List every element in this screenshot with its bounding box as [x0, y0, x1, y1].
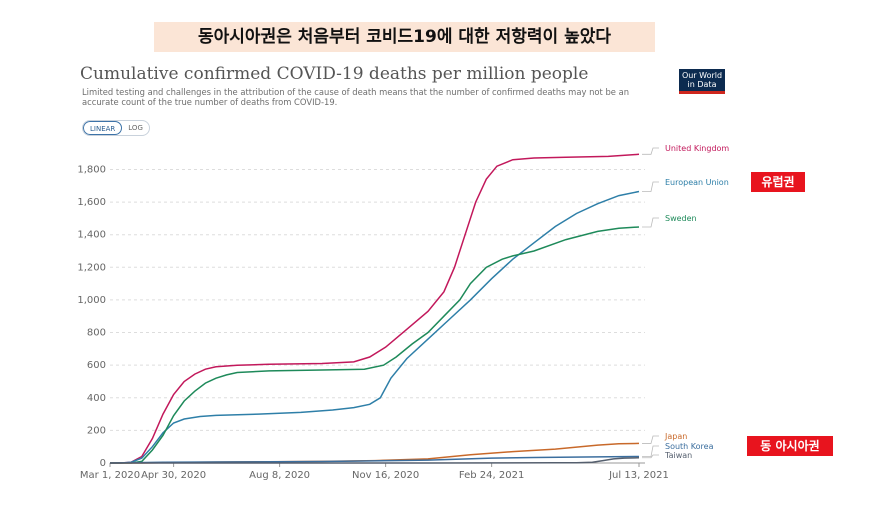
logo-line-2: in Data: [687, 80, 717, 89]
series-line-korea: [109, 455, 640, 464]
log-scale-button[interactable]: LOG: [128, 124, 143, 132]
chart-title: Cumulative confirmed COVID-19 deaths per…: [80, 64, 589, 84]
owid-logo[interactable]: Our World in Data: [679, 69, 725, 94]
series-label-korea: South Korea: [665, 442, 714, 451]
series-label-connector: [642, 181, 659, 192]
chart-subtitle: Limited testing and challenges in the at…: [82, 87, 630, 107]
series-label-uk: United Kingdom: [665, 144, 729, 153]
east-asia-region-tag: 동 아시아권: [747, 436, 833, 456]
series-label-japan: Japan: [664, 432, 687, 441]
series-label-connector: [642, 217, 659, 228]
y-tick-label: 0: [100, 458, 106, 469]
y-tick-label: 1,400: [77, 230, 106, 241]
series-label-connector: [642, 435, 659, 444]
x-tick-label: Nov 16, 2020: [352, 470, 419, 481]
europe-region-tag: 유럽권: [751, 172, 805, 192]
korean-headline-banner: 동아시아권은 처음부터 코비드19에 대한 저항력이 높았다: [154, 22, 655, 52]
x-tick-label: Apr 30, 2020: [141, 470, 206, 481]
y-tick-label: 1,000: [77, 295, 106, 306]
logo-line-1: Our World: [681, 71, 723, 80]
y-tick-label: 200: [87, 425, 106, 436]
series-label-sweden: Sweden: [665, 214, 697, 223]
x-tick-label: Aug 8, 2020: [249, 470, 310, 481]
scale-toggle: LINEAR LOG: [82, 120, 150, 136]
series-label-connector: [642, 454, 659, 459]
y-tick-label: 1,600: [77, 197, 106, 208]
series-line-eu: [110, 190, 640, 464]
y-tick-label: 400: [87, 393, 106, 404]
series-label-eu: European Union: [665, 178, 729, 187]
series-line-taiwan: [110, 457, 640, 464]
series-label-connector: [642, 147, 659, 155]
y-tick-label: 1,200: [77, 262, 106, 273]
series-line-uk: [110, 153, 640, 464]
linear-scale-button[interactable]: LINEAR: [83, 121, 123, 135]
x-tick-label: Mar 1, 2020: [80, 470, 140, 481]
x-tick-label: Feb 24, 2021: [459, 470, 524, 481]
y-tick-label: 1,800: [77, 164, 106, 175]
series-line-sweden: [110, 226, 640, 464]
x-tick-label: Jul 13, 2021: [608, 470, 669, 481]
series-label-taiwan: Taiwan: [664, 451, 692, 460]
y-tick-label: 800: [87, 328, 106, 339]
series-label-connector: [642, 445, 659, 457]
y-tick-label: 600: [87, 360, 106, 371]
